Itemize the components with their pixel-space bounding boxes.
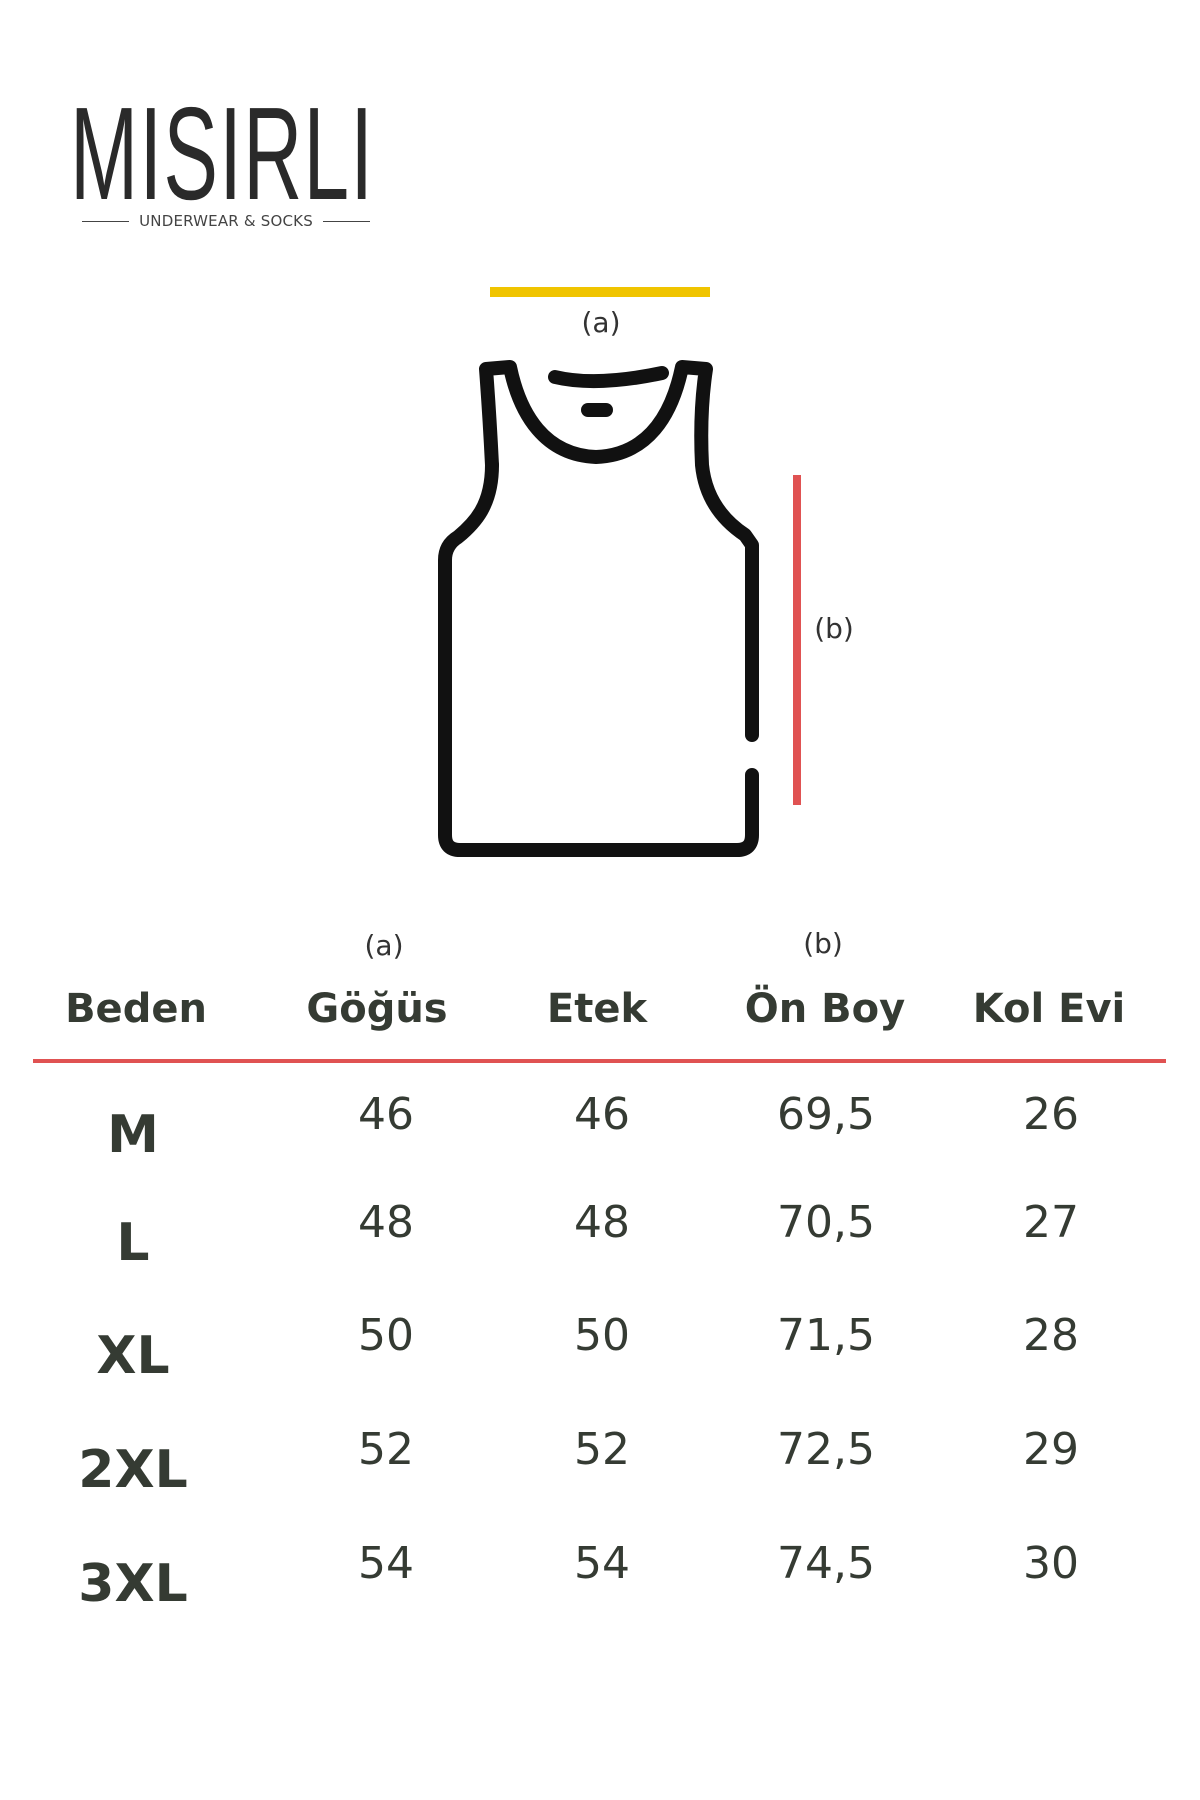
- value-cell: 30: [1023, 1538, 1079, 1589]
- value-cell: 72,5: [777, 1424, 875, 1475]
- size-cell: L: [116, 1213, 150, 1273]
- value-cell: 29: [1023, 1424, 1079, 1475]
- value-cell: 52: [574, 1424, 630, 1475]
- value-cell: 52: [358, 1424, 414, 1475]
- divider: [82, 220, 130, 222]
- value-cell: 48: [358, 1197, 414, 1248]
- size-cell: M: [107, 1105, 159, 1165]
- size-cell: XL: [96, 1326, 170, 1386]
- brand-logo: MISIRLI: [70, 80, 375, 227]
- header-beden: Beden: [65, 986, 207, 1032]
- measure-a-line: [490, 287, 710, 297]
- header-divider: [33, 1059, 1166, 1063]
- value-cell: 70,5: [777, 1197, 875, 1248]
- value-cell: 27: [1023, 1197, 1079, 1248]
- header-note-gogus: (a): [364, 929, 404, 962]
- value-cell: 50: [358, 1310, 414, 1361]
- brand-tagline-row: UNDERWEAR & SOCKS: [72, 212, 380, 230]
- value-cell: 69,5: [777, 1089, 875, 1140]
- value-cell: 48: [574, 1197, 630, 1248]
- size-cell: 2XL: [78, 1440, 188, 1500]
- measure-b-label: (b): [814, 612, 854, 645]
- value-cell: 26: [1023, 1089, 1079, 1140]
- value-cell: 50: [574, 1310, 630, 1361]
- header-etek: Etek: [546, 986, 648, 1032]
- size-cell: 3XL: [78, 1554, 188, 1614]
- measure-a-label: (a): [581, 306, 621, 339]
- value-cell: 71,5: [777, 1310, 875, 1361]
- divider: [322, 220, 371, 222]
- value-cell: 54: [358, 1538, 414, 1589]
- brand-tagline: UNDERWEAR & SOCKS: [139, 212, 313, 230]
- value-cell: 54: [574, 1538, 630, 1589]
- header-gogus: Göğüs: [306, 986, 448, 1032]
- header-note-on-boy: (b): [803, 927, 843, 960]
- header-on-boy: Ön Boy: [744, 986, 906, 1032]
- value-cell: 46: [574, 1089, 630, 1140]
- tank-top-icon: [438, 360, 759, 857]
- measure-b-line: [793, 475, 801, 805]
- value-cell: 74,5: [777, 1538, 875, 1589]
- header-kol-evi: Kol Evi: [972, 986, 1126, 1032]
- value-cell: 28: [1023, 1310, 1079, 1361]
- value-cell: 46: [358, 1089, 414, 1140]
